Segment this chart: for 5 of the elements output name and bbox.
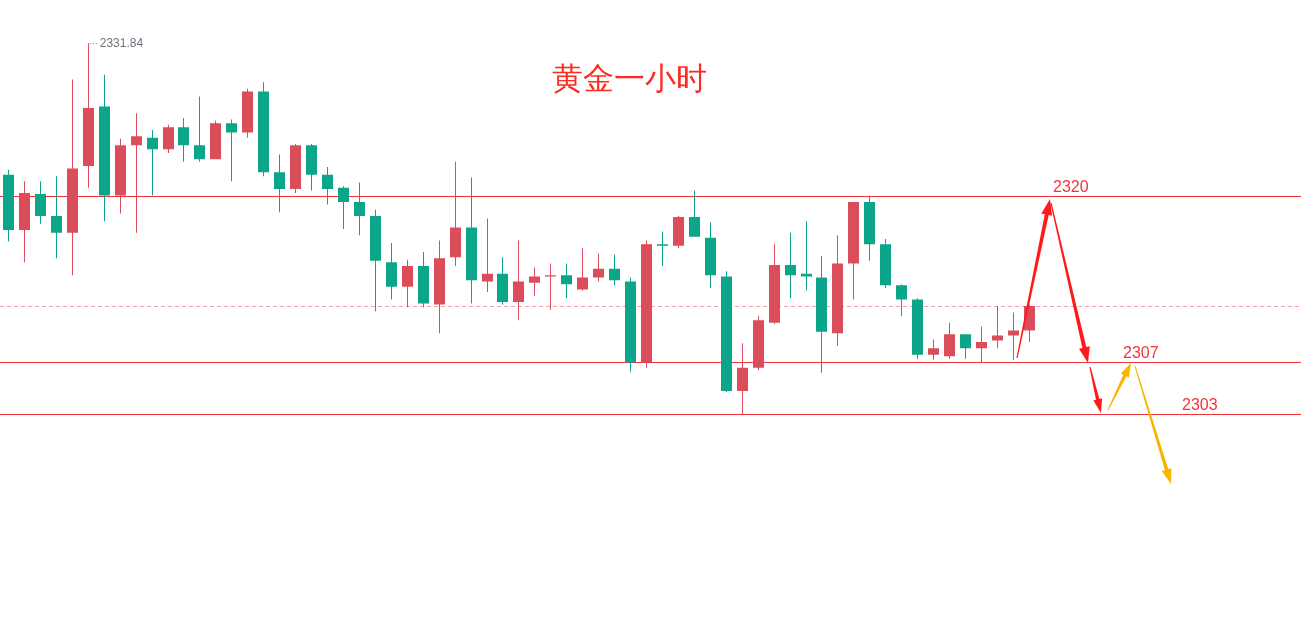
annotation: 2320 [1053,177,1089,195]
annotation: 2331.84 [99,36,144,51]
annotation: 2307 [1123,344,1159,362]
title: 黄金一小时 [551,60,707,96]
annotation: 2303 [1182,396,1218,413]
